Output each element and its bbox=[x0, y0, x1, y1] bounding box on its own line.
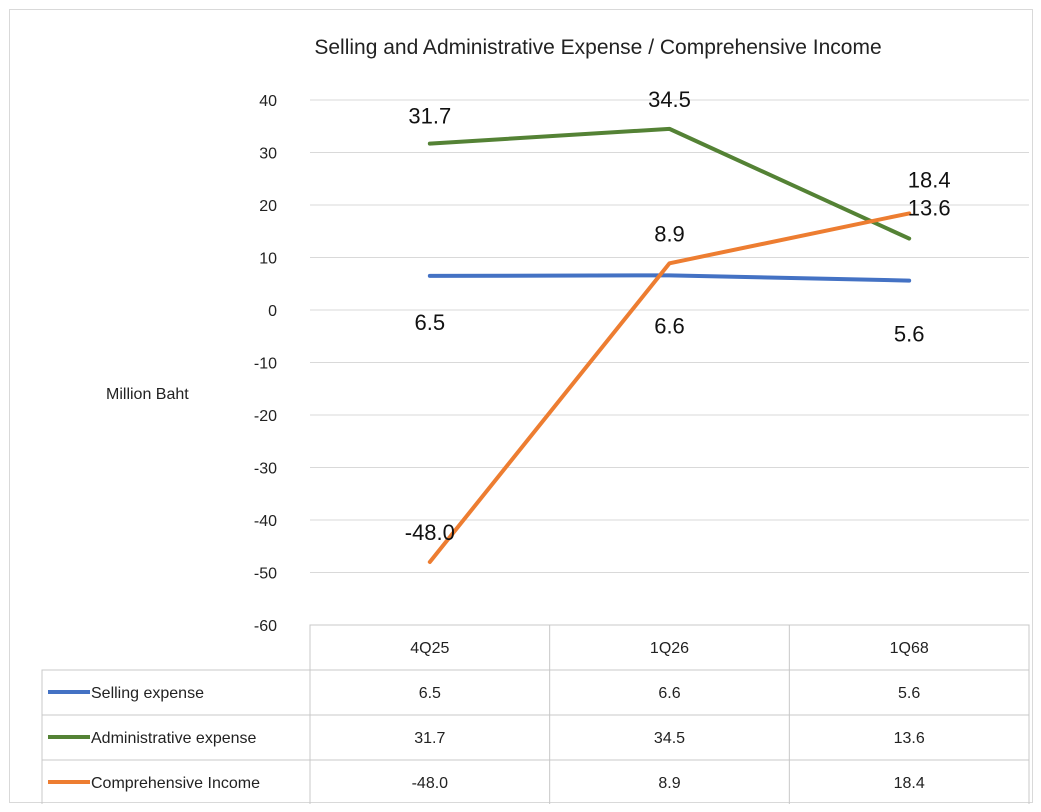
data-label: 8.9 bbox=[654, 221, 685, 246]
legend-label: Administrative expense bbox=[91, 730, 257, 747]
series-line-administrative-expense bbox=[427, 126, 912, 241]
table-cell-value: 5.6 bbox=[898, 685, 920, 702]
data-label: 18.4 bbox=[908, 167, 951, 192]
line-chart: Selling and Administrative Expense / Com… bbox=[41, 36, 1030, 804]
y-tick-label: 10 bbox=[259, 251, 277, 268]
chart-frame: Selling and Administrative Expense / Com… bbox=[9, 9, 1033, 804]
data-label: -48.0 bbox=[405, 520, 455, 545]
series-line-selling-expense bbox=[427, 273, 912, 283]
y-tick-label: -30 bbox=[254, 461, 277, 478]
x-category-label: 1Q26 bbox=[650, 640, 689, 657]
table-cell-value: 6.5 bbox=[419, 685, 441, 702]
table-cell-value: 34.5 bbox=[654, 730, 685, 747]
y-tick-label: 0 bbox=[268, 303, 277, 320]
y-tick-label: 20 bbox=[259, 198, 277, 215]
table-cell-value: 18.4 bbox=[894, 775, 925, 792]
y-tick-label: -20 bbox=[254, 408, 277, 425]
x-category-label: 4Q25 bbox=[410, 640, 449, 657]
x-category-label: 1Q68 bbox=[890, 640, 929, 657]
table-cell-value: 8.9 bbox=[658, 775, 680, 792]
y-tick-label: 30 bbox=[259, 146, 277, 163]
y-tick-label: 40 bbox=[259, 93, 277, 110]
data-label: 6.6 bbox=[654, 313, 685, 338]
y-axis-label: Million Baht bbox=[106, 386, 189, 403]
series-line-comprehensive-income bbox=[427, 211, 912, 564]
y-tick-label: -40 bbox=[254, 513, 277, 530]
y-tick-label: -10 bbox=[254, 356, 277, 373]
table-cell-value: -48.0 bbox=[412, 775, 449, 792]
table-cell-value: 6.6 bbox=[658, 685, 680, 702]
table-row bbox=[41, 759, 1030, 804]
data-label: 31.7 bbox=[408, 104, 451, 129]
y-tick-label: -60 bbox=[254, 618, 277, 635]
legend-label: Comprehensive Income bbox=[91, 775, 260, 792]
data-label: 6.5 bbox=[415, 310, 446, 335]
table-cell-value: 31.7 bbox=[414, 730, 445, 747]
data-label: 5.6 bbox=[894, 322, 925, 347]
y-tick-label: -50 bbox=[254, 566, 277, 583]
data-label: 13.6 bbox=[908, 196, 951, 221]
legend-label: Selling expense bbox=[91, 685, 204, 702]
data-label: 34.5 bbox=[648, 87, 691, 112]
table-cell-value: 13.6 bbox=[894, 730, 925, 747]
chart-title: Selling and Administrative Expense / Com… bbox=[314, 36, 881, 59]
